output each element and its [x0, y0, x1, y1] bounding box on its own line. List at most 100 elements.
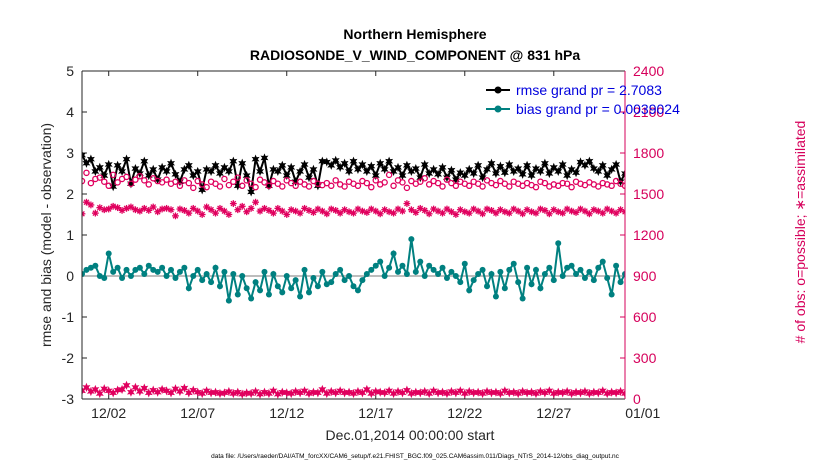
data-point [198, 388, 207, 399]
data-point [149, 175, 157, 182]
data-point [724, 206, 731, 213]
data-point [389, 388, 398, 399]
data-point [323, 210, 331, 218]
asterisk-stroke [590, 206, 597, 213]
data-point [451, 175, 460, 185]
data-point [763, 394, 771, 403]
data-point [109, 388, 118, 398]
data-point [750, 152, 758, 161]
data-point [336, 162, 345, 172]
data-point [728, 208, 735, 215]
data-point [412, 209, 420, 216]
data-point [417, 178, 424, 185]
y-right-tick-label: 2100 [633, 104, 664, 120]
data-point [750, 388, 758, 397]
asterisk-stroke [363, 209, 370, 216]
data-point [189, 170, 198, 181]
data-point [411, 163, 420, 174]
data-point [100, 384, 109, 394]
data-point [580, 160, 589, 170]
data-point [96, 174, 104, 181]
asterisk-stroke [274, 205, 281, 212]
data-point [336, 386, 345, 396]
data-point [203, 270, 210, 277]
asterisk-stroke [448, 208, 455, 215]
data-point [483, 386, 492, 397]
asterisk-stroke [734, 211, 739, 216]
asterisk-stroke [672, 207, 677, 212]
data-point [608, 182, 615, 190]
data-point [184, 160, 193, 170]
y-left-tick-label: 2 [66, 186, 74, 202]
data-point [202, 386, 211, 396]
data-point [474, 207, 482, 215]
data-point [640, 294, 646, 300]
data-point [194, 207, 202, 215]
data-point [273, 389, 282, 399]
data-point [670, 387, 678, 396]
x-tick-label: 12/02 [91, 405, 126, 421]
data-point [278, 207, 286, 215]
data-point [706, 210, 713, 217]
data-point [675, 261, 681, 267]
data-point [549, 388, 558, 399]
data-point [380, 164, 389, 174]
data-point [394, 386, 402, 397]
data-point [751, 180, 756, 185]
asterisk-stroke [542, 207, 548, 214]
y-right-tick-label: 300 [633, 350, 657, 366]
data-point [729, 182, 734, 187]
data-point [706, 387, 714, 396]
asterisk-stroke [586, 210, 593, 217]
data-point [456, 168, 465, 178]
data-point [159, 264, 166, 271]
data-point [274, 204, 282, 212]
data-point [594, 388, 603, 398]
data-point [469, 168, 478, 179]
y-left-tick-label: 4 [66, 104, 74, 120]
data-point [671, 206, 678, 213]
data-point [496, 388, 505, 399]
data-point [443, 275, 450, 282]
data-point [741, 167, 749, 176]
asterisk-stroke [386, 208, 392, 215]
asterisk-stroke [667, 211, 672, 216]
data-point [506, 183, 513, 190]
data-point [175, 177, 184, 187]
data-point [180, 207, 188, 214]
data-point [608, 291, 615, 298]
data-point [407, 206, 415, 214]
data-point [425, 388, 434, 399]
data-point [755, 208, 762, 215]
data-point [702, 281, 708, 287]
data-point [448, 208, 455, 216]
data-point [452, 273, 459, 279]
data-point [558, 159, 567, 170]
data-point [376, 387, 385, 397]
x-axis-label: Dec.01,2014 00:00:00 start [326, 427, 495, 443]
data-point [243, 285, 250, 292]
data-point [697, 388, 705, 397]
asterisk-stroke [252, 199, 259, 206]
asterisk-stroke [484, 206, 490, 212]
data-point [296, 388, 305, 398]
asterisk-stroke [515, 208, 522, 214]
data-point [756, 281, 762, 287]
data-point [140, 156, 149, 166]
data-point [216, 283, 223, 290]
data-point [402, 160, 411, 170]
data-point [279, 289, 286, 296]
data-point [168, 266, 175, 273]
data-point [87, 179, 95, 187]
data-point [692, 389, 700, 398]
data-point [194, 177, 201, 185]
data-point [514, 207, 522, 215]
data-point [305, 289, 312, 296]
data-point [158, 384, 167, 395]
data-point [550, 206, 558, 214]
data-point [661, 388, 669, 397]
data-point [417, 258, 424, 265]
asterisk-stroke [752, 207, 757, 212]
data-point [675, 208, 682, 215]
asterisk-stroke [408, 206, 415, 213]
